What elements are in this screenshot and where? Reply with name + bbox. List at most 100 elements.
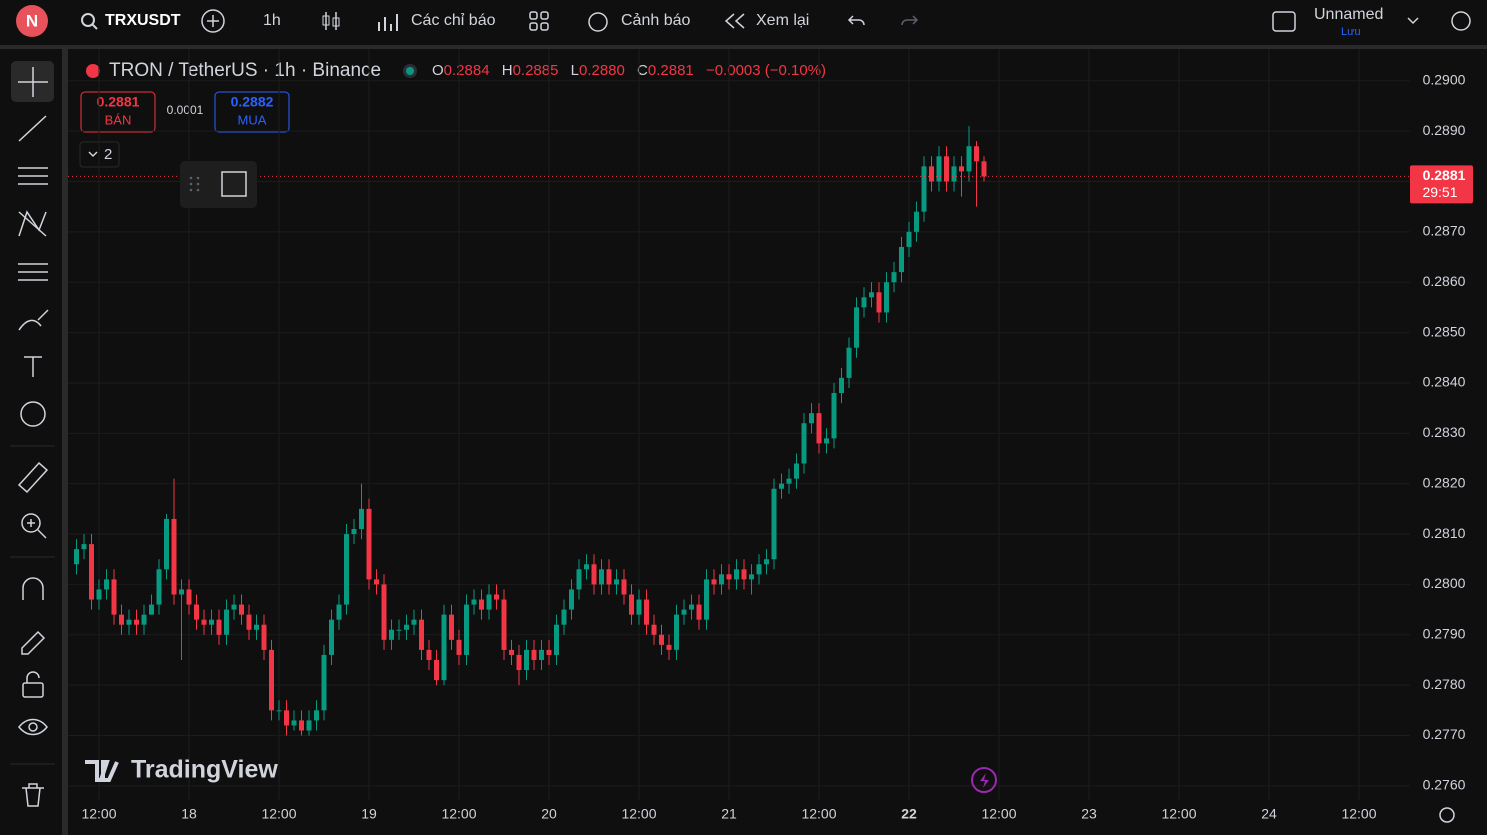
candle-body (846, 347, 852, 378)
candle-body (194, 604, 199, 620)
candle-body (149, 604, 154, 615)
candle-body (801, 423, 807, 464)
candle-body (524, 649, 529, 671)
chart-type-icon (322, 15, 330, 26)
candle-body (786, 478, 792, 484)
templates-icon[interactable] (529, 11, 549, 31)
candle-body (299, 720, 304, 731)
chart-type-icon[interactable] (325, 12, 337, 30)
candle-body (681, 609, 687, 615)
candle-body (486, 594, 492, 610)
redo[interactable] (901, 15, 919, 26)
y-tick-label: 0.2760 (1423, 777, 1466, 793)
candle-body (456, 639, 462, 655)
candle-body (119, 614, 124, 625)
candle-body (351, 529, 357, 535)
avatar[interactable] (16, 5, 48, 37)
alert-icon[interactable] (588, 12, 608, 32)
y-tick-label: 0.2830 (1423, 424, 1466, 440)
x-tick-label: 12:00 (981, 806, 1016, 822)
candle-body (179, 589, 184, 595)
candle-body (209, 619, 214, 625)
candle-body (336, 604, 342, 620)
candle-body (411, 619, 417, 625)
ohlc-legend: O0.2884 H0.2885 L0.2880 C0.2881 −0.0003 … (432, 62, 826, 79)
candle-body (674, 614, 679, 650)
candle-body (141, 614, 147, 625)
symbol-logo (86, 64, 100, 78)
ohlc-key: C (637, 62, 648, 79)
replay-icon[interactable] (724, 13, 745, 29)
candle-body (734, 569, 739, 580)
x-tick-label: 22 (901, 806, 917, 822)
candle-body (696, 604, 702, 620)
candle-body (629, 594, 634, 615)
interval[interactable]: 1h (263, 12, 281, 29)
save[interactable]: Lưu (1341, 26, 1361, 38)
candle-body (434, 659, 439, 681)
events-icon[interactable] (971, 767, 997, 793)
candle-body (74, 549, 79, 565)
candle-body (276, 710, 282, 712)
alerts[interactable]: Cảnh báo (621, 12, 690, 29)
candle-body (606, 569, 612, 585)
settings[interactable] (1439, 807, 1455, 823)
candle-body (539, 649, 544, 660)
indicators[interactable]: Các chỉ báo (411, 12, 496, 29)
indicators-icon[interactable] (378, 14, 398, 31)
candle-body (216, 619, 222, 635)
avatar-letter: N (26, 11, 38, 30)
quick-search[interactable] (1451, 11, 1471, 31)
candle-body (749, 574, 754, 580)
candle-body (344, 534, 349, 605)
candle-body (246, 614, 252, 630)
candle-body (111, 579, 117, 615)
candle-body (374, 579, 379, 585)
ohlc-value: 0.2880 (579, 62, 625, 79)
y-tick-label: 0.2770 (1423, 726, 1466, 742)
add-icon (207, 15, 219, 27)
candle-body (854, 307, 859, 348)
x-tick-label: 12:00 (81, 806, 116, 822)
candle-body (839, 377, 844, 394)
candle-body (659, 634, 664, 645)
lots: 2 (104, 146, 112, 163)
candle-body (876, 292, 882, 313)
layout-name[interactable]: Unnamed (1314, 6, 1383, 23)
drawing-tools[interactable] (17, 67, 49, 807)
candle-body (576, 569, 582, 590)
candle-body (239, 604, 244, 615)
symbol[interactable]: TRXUSDT (105, 12, 181, 29)
search-icon (91, 23, 98, 30)
lots-chevron (88, 151, 98, 158)
y-tick-label: 0.2850 (1423, 323, 1466, 339)
candle-body (869, 292, 874, 298)
candle-body (426, 649, 432, 660)
rectangle-tool[interactable] (221, 171, 247, 197)
y-tick-label: 0.2840 (1423, 374, 1466, 390)
top-divider (0, 45, 1487, 49)
layout-icon[interactable] (1272, 11, 1296, 32)
search-icon[interactable] (81, 13, 95, 27)
add-symbol[interactable] (201, 9, 225, 33)
y-tick-label: 0.2790 (1423, 625, 1466, 641)
candle-body (726, 574, 732, 580)
candle-body (89, 544, 94, 600)
candle-body (419, 619, 424, 650)
countdown: 29:51 (1422, 184, 1457, 200)
candle-body (719, 574, 724, 585)
candle-body (974, 146, 979, 162)
last-price-label: 0.2881 (1423, 167, 1466, 183)
replay[interactable]: Xem lại (756, 12, 809, 29)
sell-label: BÁN (105, 112, 132, 127)
candle-body (531, 649, 537, 660)
ohlc-key: H (502, 62, 513, 79)
candle-body (906, 231, 912, 247)
layout-menu[interactable] (1407, 17, 1419, 25)
buy-button[interactable] (214, 91, 290, 133)
x-tick-label: 19 (361, 806, 377, 822)
candle-body (771, 488, 777, 560)
undo[interactable] (847, 15, 865, 26)
x-tick-label: 12:00 (801, 806, 836, 822)
